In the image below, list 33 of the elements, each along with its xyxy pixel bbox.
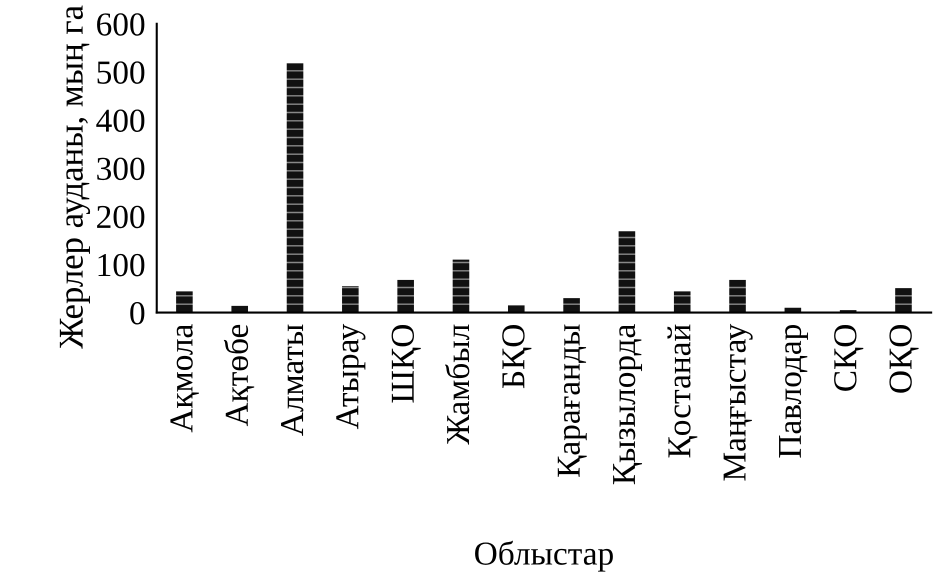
x-tick-label: Павлодар: [779, 324, 808, 458]
bar: [618, 231, 636, 313]
y-tick-label: 600: [97, 13, 144, 36]
x-tick-label: Қостанай: [667, 324, 698, 458]
x-tick-label: Маңғыстау: [724, 324, 753, 481]
x-tick-label: Алматы: [281, 324, 304, 436]
x-axis-title: Облыстар: [475, 540, 613, 572]
x-tick-label: Ақтөбе: [224, 324, 254, 426]
y-tick-label: 100: [98, 254, 144, 276]
y-axis-title: Жерлер ауданы, мың га: [60, 5, 90, 349]
y-tick-label: 200: [97, 206, 144, 228]
x-tick-label: БҚО: [502, 325, 532, 388]
y-tick-label: 500: [98, 61, 144, 84]
x-tick-label: ОҚО: [889, 325, 919, 393]
x-tick-label: Жамбыл: [445, 324, 470, 445]
x-tick-label: Ақмола: [170, 324, 199, 432]
x-tick-label: Қызылорда: [613, 324, 642, 484]
x-tick-label: Атырау: [336, 324, 366, 430]
bar: [729, 280, 746, 313]
bar: [397, 280, 414, 313]
bar: [895, 288, 912, 313]
y-tick-label: 400: [96, 109, 144, 132]
bar: [176, 291, 193, 313]
x-tick-label: ШҚО: [392, 325, 421, 403]
y-tick-label: 0: [130, 302, 144, 324]
x-tick-label: Қарағанды: [558, 324, 587, 477]
bar: [342, 286, 359, 313]
bar: [674, 291, 691, 313]
y-tick-label: 300: [97, 158, 144, 180]
bar: [286, 63, 304, 313]
bar: [452, 260, 470, 313]
bar: [563, 298, 580, 313]
x-tick-label: СҚО: [834, 325, 864, 391]
